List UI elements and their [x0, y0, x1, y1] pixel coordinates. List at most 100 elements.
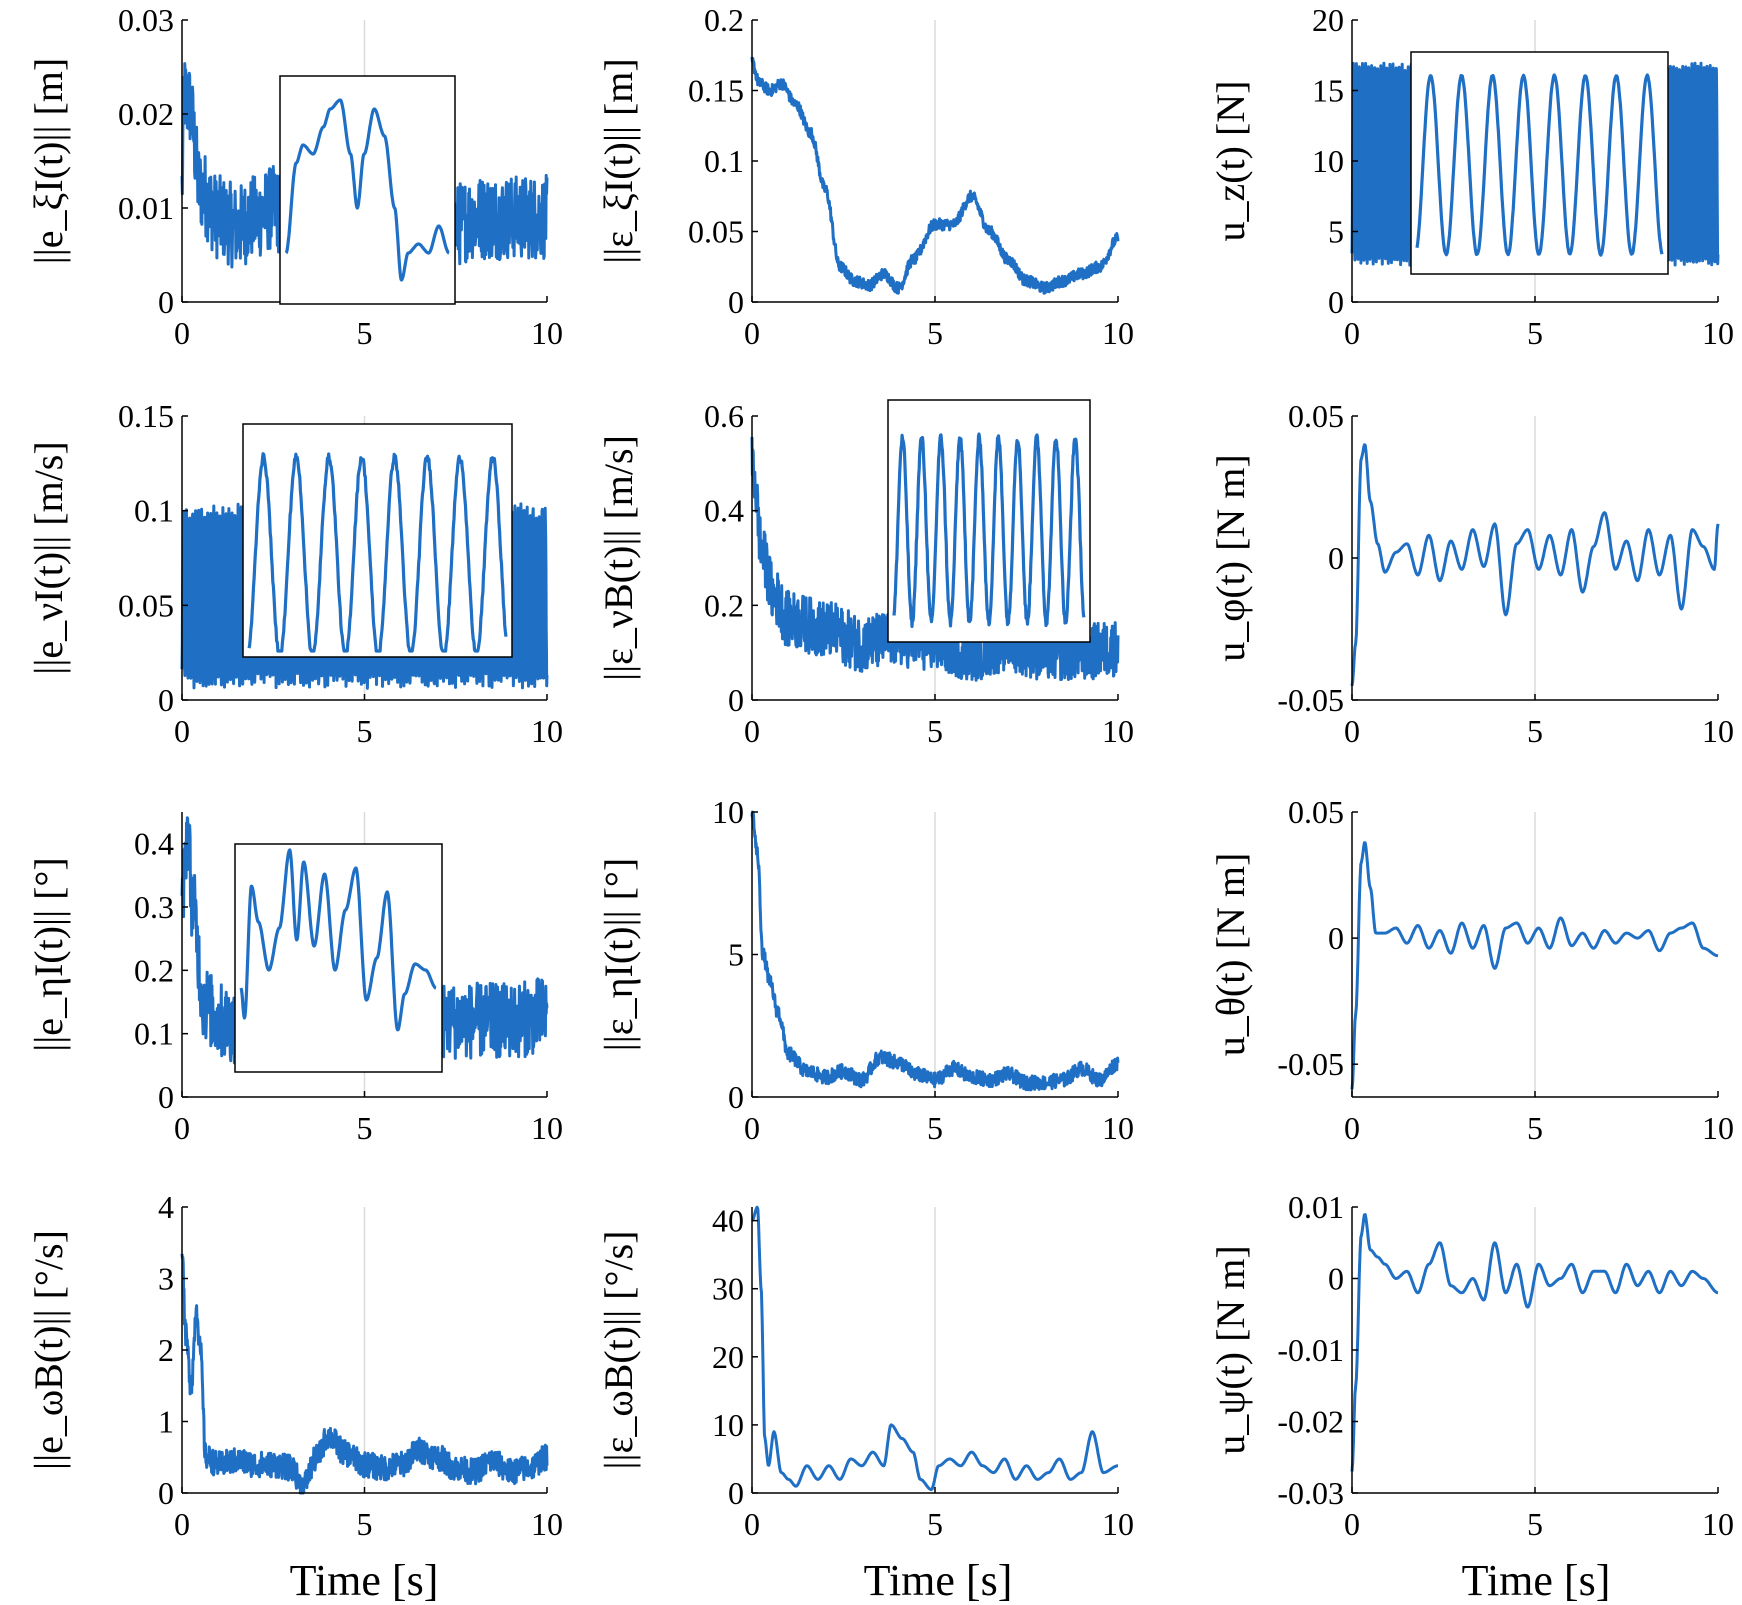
- y-tick-label-p43-3: 0: [1328, 1261, 1344, 1297]
- y-tick-label-p22-1: 0.2: [704, 587, 744, 623]
- y-tick-label-p42-2: 20: [712, 1339, 744, 1375]
- y-tick-label-p11-3: 0.03: [118, 2, 174, 38]
- chart-p42: 0 5 10 0 10 20 30 40 ||ε_ωB(t)|| [°/s]: [596, 1203, 1134, 1542]
- series-line-p33: [1350, 841, 1719, 1090]
- y-axis-label-p41: ||e_ωB(t)|| [°/s]: [26, 1230, 71, 1470]
- chart-p31: 0 5 10 0 0.1 0.2 0.3 0.4 ||e_ηI(t)|| [°]: [26, 812, 563, 1146]
- chart-p22: 0 5 10 0 0.2 0.4 0.6 ||ε_νB(t)|| [m/s]: [596, 398, 1134, 749]
- y-axis-label-p33: u_θ(t) [N m]: [1208, 853, 1253, 1057]
- y-tick-label-p43-0: -0.03: [1277, 1475, 1344, 1511]
- y-tick-label-p23-1: 0: [1328, 540, 1344, 576]
- y-tick-label-p41-2: 2: [158, 1332, 174, 1368]
- y-axis-label-p12: ||ε_ξI(t)|| [m]: [596, 58, 641, 264]
- x-tick-label-p31-0: 0: [174, 1110, 190, 1146]
- y-axis-label-p23: u_φ(t) [N m]: [1208, 454, 1253, 661]
- y-axis-label-p31: ||e_ηI(t)|| [°]: [26, 857, 71, 1051]
- inset-line-p11: [284, 98, 451, 282]
- x-tick-label-p32-1: 5: [927, 1110, 943, 1146]
- y-tick-label-p33-1: 0: [1328, 920, 1344, 956]
- y-tick-label-p11-0: 0: [158, 284, 174, 320]
- y-tick-label-p23-2: 0.05: [1288, 398, 1344, 434]
- x-tick-label-p22-0: 0: [744, 713, 760, 749]
- y-tick-label-p41-1: 1: [158, 1404, 174, 1440]
- y-tick-label-p31-3: 0.3: [134, 889, 174, 925]
- y-tick-label-p31-4: 0.4: [134, 826, 174, 862]
- y-tick-label-p12-1: 0.05: [688, 214, 744, 250]
- y-tick-label-p13-4: 20: [1312, 2, 1344, 38]
- x-tick-label-p43-1: 5: [1527, 1506, 1543, 1542]
- x-tick-label-p21-1: 5: [357, 713, 373, 749]
- y-tick-label-p12-4: 0.2: [704, 2, 744, 38]
- y-tick-label-p41-0: 0: [158, 1475, 174, 1511]
- x-tick-label-p31-1: 5: [357, 1110, 373, 1146]
- y-tick-label-p22-3: 0.6: [704, 398, 744, 434]
- series-line-p41: [180, 1253, 549, 1495]
- x-tick-label-p11-2: 10: [531, 315, 563, 351]
- y-tick-label-p13-2: 10: [1312, 143, 1344, 179]
- x-tick-label-p11-1: 5: [357, 315, 373, 351]
- x-axis-label-col2: Time [s]: [864, 1556, 1013, 1605]
- y-tick-label-p13-1: 5: [1328, 214, 1344, 250]
- series-line-p43: [1350, 1213, 1719, 1472]
- chart-p12: 0 5 10 0 0.05 0.1 0.15 0.2 ||ε_ξI(t)|| [m]: [596, 2, 1134, 351]
- x-tick-label-p42-1: 5: [927, 1506, 943, 1542]
- x-tick-label-p22-1: 5: [927, 713, 943, 749]
- x-tick-label-p43-0: 0: [1344, 1506, 1360, 1542]
- y-tick-label-p42-4: 40: [712, 1203, 744, 1239]
- y-tick-label-p13-3: 15: [1312, 73, 1344, 109]
- x-tick-label-p43-2: 10: [1702, 1506, 1734, 1542]
- y-tick-label-p32-2: 10: [712, 794, 744, 830]
- y-axis-label-p22: ||ε_νB(t)|| [m/s]: [596, 435, 641, 681]
- series-line-p22: [750, 436, 1120, 682]
- x-tick-label-p22-2: 10: [1102, 713, 1134, 749]
- y-axis-label-p21: ||e_νI(t)|| [m/s]: [26, 441, 71, 674]
- inset-line-p13: [1415, 73, 1664, 257]
- x-tick-label-p42-2: 10: [1102, 1506, 1134, 1542]
- y-axis-label-p32: ||ε_ηI(t)|| [°]: [596, 858, 641, 1051]
- x-tick-label-p12-1: 5: [927, 315, 943, 351]
- y-tick-label-p42-3: 30: [712, 1271, 744, 1307]
- x-tick-label-p41-1: 5: [357, 1506, 373, 1542]
- chart-p13: 0 5 10 0 5 10 15 20 u_z(t) [N]: [1208, 2, 1734, 351]
- y-tick-label-p21-3: 0.15: [118, 398, 174, 434]
- x-tick-label-p13-0: 0: [1344, 315, 1360, 351]
- y-tick-label-p43-4: 0.01: [1288, 1189, 1344, 1225]
- y-tick-label-p33-2: 0.05: [1288, 794, 1344, 830]
- x-tick-label-p23-2: 10: [1702, 713, 1734, 749]
- chart-p21: 0 5 10 0 0.05 0.1 0.15 ||e_νI(t)|| [m/s]: [26, 398, 563, 749]
- x-tick-label-p23-0: 0: [1344, 713, 1360, 749]
- inset-line-p31: [239, 848, 438, 1032]
- y-tick-label-p12-2: 0.1: [704, 143, 744, 179]
- chart-p43: 0 5 10 -0.03 -0.02 -0.01 0 0.01 u_ψ(t) [N m]: [1208, 1189, 1734, 1542]
- x-tick-label-p33-1: 5: [1527, 1110, 1543, 1146]
- y-tick-label-p11-2: 0.02: [118, 96, 174, 132]
- x-tick-label-p13-1: 5: [1527, 315, 1543, 351]
- x-tick-label-p31-2: 10: [531, 1110, 563, 1146]
- y-tick-label-p42-0: 0: [728, 1475, 744, 1511]
- inset-line-p22: [892, 432, 1086, 628]
- x-tick-label-p41-0: 0: [174, 1506, 190, 1542]
- y-tick-label-p31-2: 0.2: [134, 952, 174, 988]
- series-line-p23: [1350, 443, 1720, 687]
- y-tick-label-p33-0: -0.05: [1277, 1046, 1344, 1082]
- x-tick-label-p13-2: 10: [1702, 315, 1734, 351]
- y-tick-label-p22-0: 0: [728, 682, 744, 718]
- series-line-p32: [750, 810, 1120, 1092]
- y-tick-label-p21-2: 0.1: [134, 493, 174, 529]
- y-tick-label-p11-1: 0.01: [118, 190, 174, 226]
- series-line-p42: [751, 1205, 1119, 1492]
- x-axis-label-col3: Time [s]: [1462, 1556, 1611, 1605]
- y-tick-label-p13-0: 0: [1328, 284, 1344, 320]
- y-tick-label-p21-1: 0.05: [118, 587, 174, 623]
- inset-box-p11: [279, 75, 456, 305]
- series-line-p12: [750, 56, 1120, 295]
- inset-line-p21: [247, 452, 508, 653]
- y-tick-label-p41-3: 3: [158, 1261, 174, 1297]
- y-tick-label-p12-0: 0: [728, 284, 744, 320]
- x-tick-label-p41-2: 10: [531, 1506, 563, 1542]
- x-tick-label-p23-1: 5: [1527, 713, 1543, 749]
- y-tick-label-p12-3: 0.15: [688, 73, 744, 109]
- x-tick-label-p21-2: 10: [531, 713, 563, 749]
- y-axis-label-p11: ||e_ξI(t)|| [m]: [26, 58, 71, 264]
